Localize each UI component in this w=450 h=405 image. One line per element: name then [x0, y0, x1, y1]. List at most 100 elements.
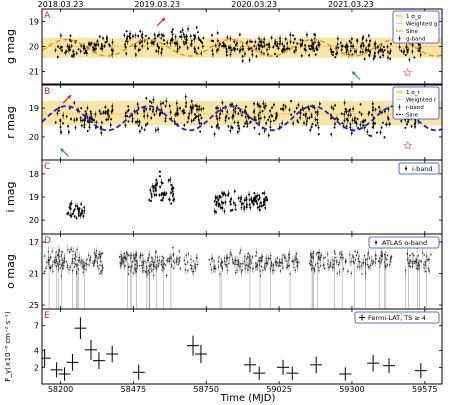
data-point — [188, 112, 191, 115]
data-point — [68, 251, 71, 253]
data-point — [189, 106, 192, 109]
data-point — [427, 259, 429, 261]
data-point — [286, 266, 288, 269]
data-point — [263, 44, 266, 47]
data-point — [221, 268, 224, 270]
data-point — [164, 105, 167, 108]
data-point — [155, 266, 157, 268]
data-point — [99, 264, 101, 266]
data-point — [70, 214, 73, 217]
data-point — [85, 112, 88, 115]
data-point — [286, 42, 289, 45]
data-point — [356, 265, 359, 268]
data-point — [416, 264, 419, 267]
data-point — [414, 121, 417, 124]
data-point — [224, 119, 227, 122]
data-point — [93, 49, 96, 52]
data-point — [417, 49, 420, 52]
data-point — [126, 253, 129, 255]
data-point — [259, 111, 262, 114]
data-point — [44, 255, 46, 257]
data-point — [125, 258, 128, 260]
data-point — [127, 273, 130, 275]
data-point — [245, 198, 248, 201]
data-point — [350, 41, 353, 44]
data-point — [63, 257, 65, 259]
data-point — [274, 117, 277, 120]
data-point — [340, 44, 343, 47]
data-point — [211, 257, 214, 260]
data-point — [405, 45, 408, 48]
data-point — [382, 54, 385, 57]
data-point — [160, 193, 163, 196]
data-point — [348, 109, 351, 112]
data-point — [162, 197, 165, 200]
data-point — [238, 33, 241, 36]
data-point — [237, 197, 240, 200]
data-point — [242, 202, 245, 205]
data-point — [295, 253, 298, 255]
data-point — [233, 47, 236, 50]
data-point — [230, 254, 232, 256]
data-point — [232, 109, 235, 112]
data-point — [368, 50, 371, 53]
data-point — [294, 269, 296, 272]
data-point — [180, 35, 183, 38]
data-point — [52, 270, 54, 273]
data-point — [226, 110, 229, 113]
data-point — [191, 107, 194, 110]
data-point — [294, 46, 297, 49]
data-point — [144, 34, 147, 37]
data-point — [197, 115, 200, 118]
data-point — [221, 45, 224, 48]
data-point — [311, 123, 314, 126]
data-point — [256, 194, 259, 197]
data-point — [269, 267, 272, 270]
data-point — [153, 265, 155, 267]
data-point — [344, 108, 347, 111]
data-point — [177, 258, 179, 260]
data-point — [173, 267, 175, 270]
data-point — [69, 203, 72, 206]
data-point — [197, 36, 200, 39]
data-point — [156, 264, 158, 266]
data-point — [143, 269, 145, 272]
data-point — [146, 259, 149, 262]
data-point — [419, 53, 422, 56]
data-point — [268, 257, 270, 260]
data-point — [150, 41, 153, 44]
data-point — [80, 124, 83, 127]
data-point — [224, 194, 227, 197]
data-point — [240, 263, 242, 265]
data-point — [110, 118, 113, 121]
data-point — [374, 122, 377, 125]
data-point — [354, 121, 357, 124]
data-point — [363, 126, 366, 129]
data-point — [408, 262, 411, 264]
data-point — [123, 256, 126, 258]
data-point — [100, 121, 103, 124]
y-tick-label: 25 — [29, 301, 39, 310]
data-point — [259, 256, 261, 259]
data-point — [308, 262, 311, 264]
data-point — [73, 257, 76, 260]
data-point — [164, 194, 167, 197]
data-point — [253, 126, 256, 129]
data-point — [370, 113, 373, 116]
data-point — [120, 257, 123, 259]
data-point — [134, 256, 136, 258]
data-point — [85, 268, 87, 271]
data-point — [258, 37, 261, 40]
data-point — [143, 128, 146, 131]
data-point — [261, 45, 264, 48]
data-point — [404, 269, 407, 271]
data-point — [171, 38, 174, 41]
data-point — [238, 50, 241, 53]
data-point — [53, 261, 55, 263]
data-point — [78, 209, 81, 212]
data-point — [311, 255, 313, 257]
data-point — [380, 49, 383, 52]
data-point — [136, 112, 139, 115]
data-point — [254, 196, 257, 199]
